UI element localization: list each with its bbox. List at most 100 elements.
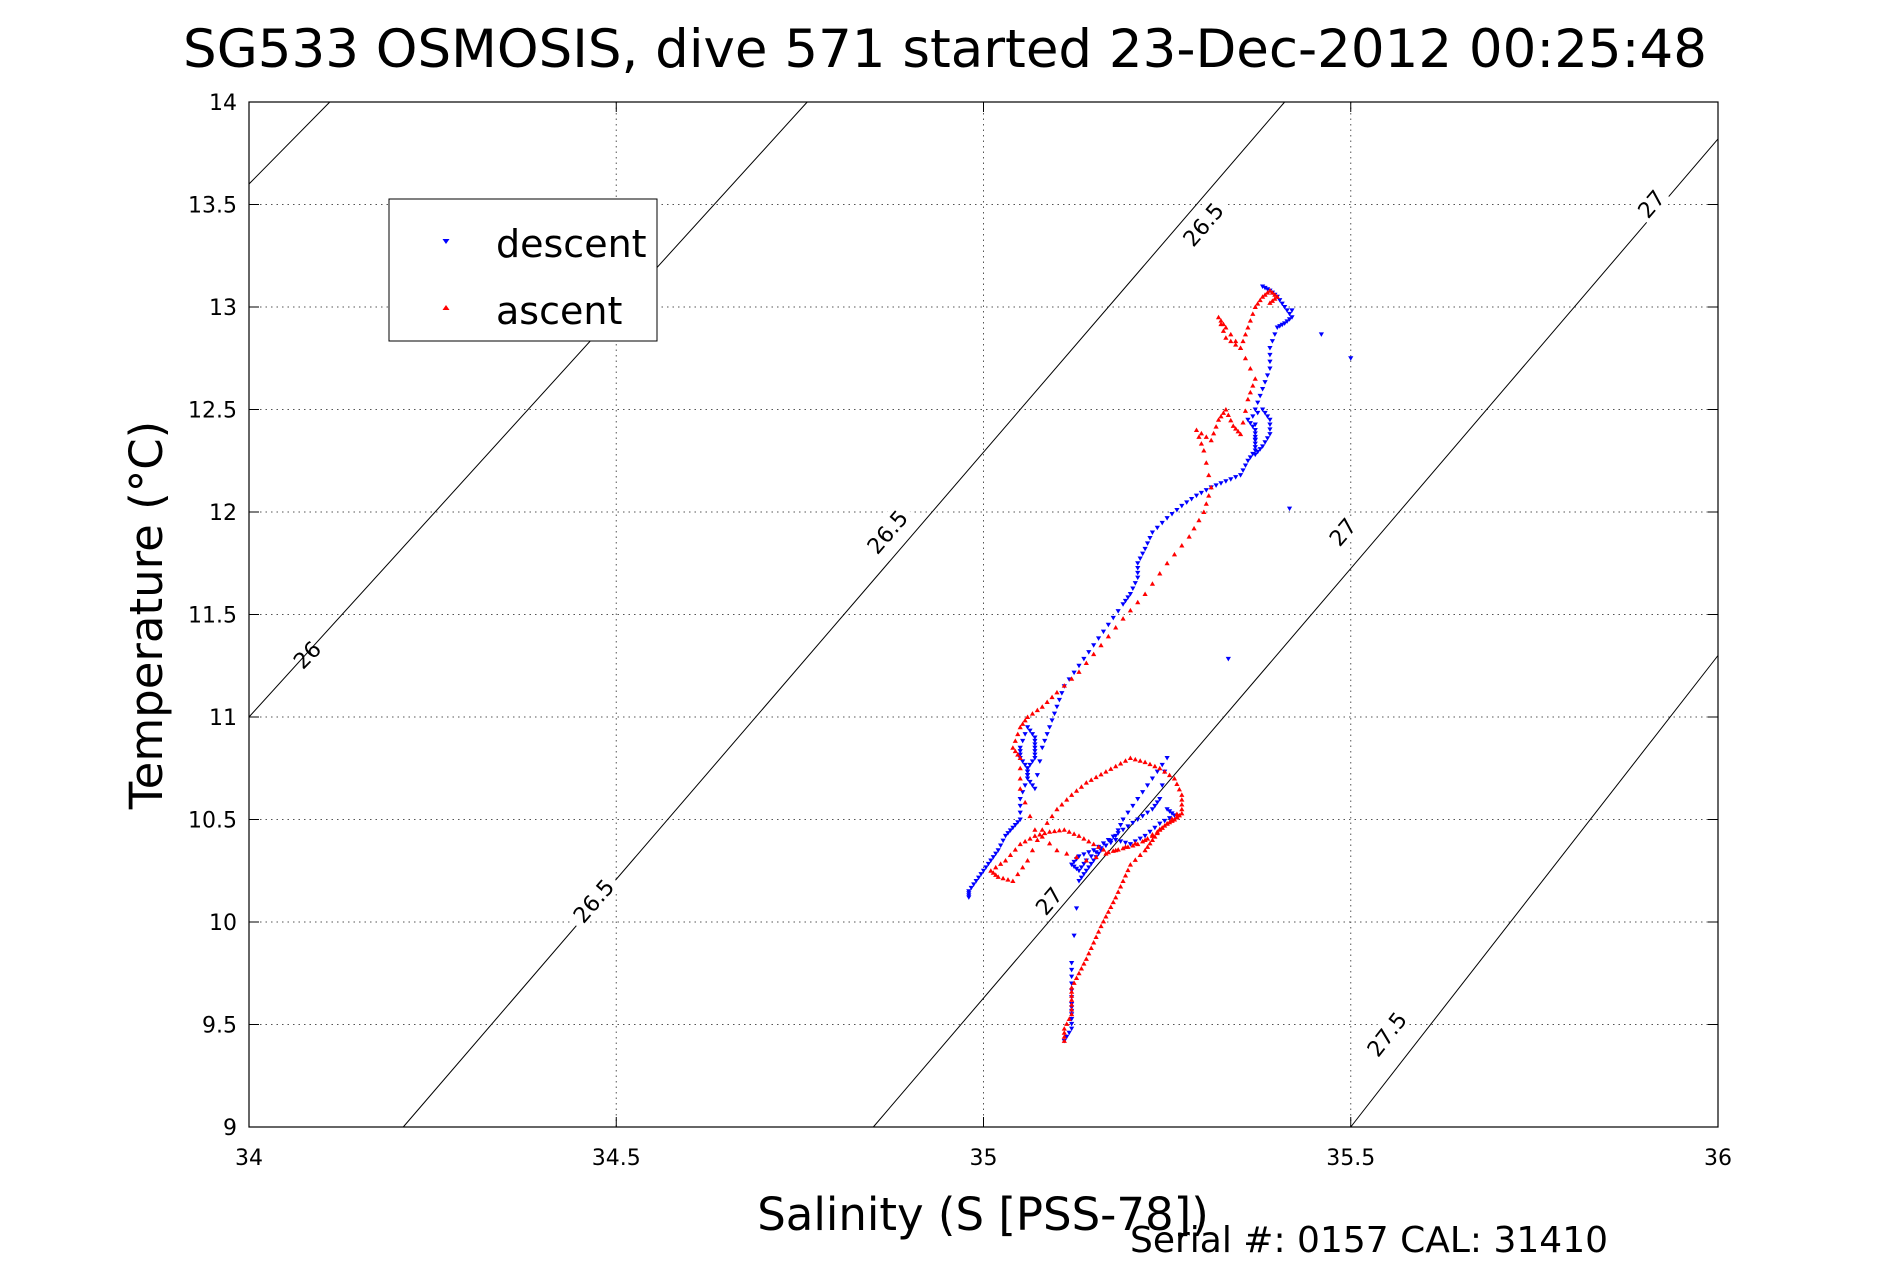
- descent-point: [1010, 825, 1016, 831]
- ascent-point: [1066, 1016, 1072, 1022]
- ascent-point: [1083, 956, 1089, 961]
- ascent-point: [1240, 419, 1246, 425]
- descent-point: [1027, 779, 1033, 785]
- ascent-point: [1012, 738, 1018, 743]
- descent-point: [1152, 825, 1158, 831]
- ascent-point: [1233, 342, 1239, 347]
- ascent-point: [1049, 813, 1055, 819]
- ascent-point: [1039, 704, 1045, 709]
- descent-point: [1157, 821, 1163, 827]
- contour-label-bg: [1173, 193, 1231, 255]
- ascent-point: [1088, 777, 1094, 782]
- ascent-point: [1061, 827, 1067, 832]
- ascent-point: [1095, 844, 1102, 849]
- ascent-point: [1169, 816, 1175, 821]
- descent-point: [1169, 512, 1175, 517]
- ascent-point: [1228, 338, 1234, 344]
- descent-point: [1093, 850, 1099, 855]
- y-tick-label: 10: [209, 911, 237, 936]
- descent-point: [993, 851, 999, 857]
- descent-point: [1255, 400, 1261, 406]
- ascent-point: [1215, 417, 1222, 422]
- descent-point: [1142, 546, 1148, 552]
- ascent-point: [1176, 786, 1182, 792]
- descent-point: [1125, 810, 1131, 816]
- ascent-point: [1034, 837, 1040, 842]
- descent-point: [1071, 859, 1077, 865]
- ascent-point: [1073, 788, 1080, 793]
- descent-point: [1032, 749, 1038, 754]
- ascent-point: [1017, 786, 1023, 791]
- data-points: [966, 284, 1354, 1044]
- ascent-point: [995, 874, 1001, 879]
- descent-point: [1002, 833, 1009, 839]
- x-tick-label: 36: [1704, 1146, 1732, 1171]
- descent-point: [1091, 643, 1097, 648]
- ascent-point: [1137, 758, 1143, 763]
- ascent-point: [1098, 642, 1104, 648]
- descent-point: [1252, 437, 1258, 443]
- ascent-point: [1054, 689, 1060, 695]
- ascent-point: [1017, 765, 1023, 771]
- axis-ticks: 34 34.5 35 35.5 36 9 9.5 10 10.5 11 11.5 12 12.5 13 13…: [188, 91, 1732, 1171]
- descent-point: [1024, 725, 1031, 730]
- descent-point: [1140, 790, 1146, 795]
- ascent-point: [1137, 852, 1143, 858]
- descent-point: [1017, 797, 1023, 802]
- ascent-point: [1015, 752, 1021, 757]
- ascent-point: [1044, 820, 1050, 825]
- descent-point: [1164, 516, 1170, 521]
- descent-point: [1020, 759, 1026, 764]
- ascent-point: [1206, 493, 1212, 498]
- ascent-point: [1196, 517, 1202, 523]
- ascent-point: [1093, 934, 1099, 940]
- ascent-point: [1157, 765, 1163, 771]
- descent-point: [1257, 393, 1263, 399]
- ascent-point: [1174, 811, 1180, 817]
- descent-point: [1069, 1026, 1075, 1032]
- ascent-point: [1186, 534, 1192, 539]
- descent-point: [1262, 380, 1268, 385]
- descent-point: [1250, 414, 1256, 419]
- ascent-point: [1142, 847, 1148, 853]
- descent-point: [1022, 783, 1028, 788]
- ascent-point: [1113, 763, 1119, 769]
- descent-point: [1007, 828, 1014, 833]
- ascent-point: [1242, 331, 1249, 337]
- ascent-point: [1215, 314, 1222, 320]
- ascent-point: [1073, 975, 1080, 981]
- ascent-point: [1267, 288, 1273, 293]
- ascent-point: [1237, 431, 1244, 437]
- descent-point: [1289, 308, 1295, 313]
- descent-point: [1115, 609, 1121, 614]
- descent-point: [1039, 745, 1045, 751]
- ascent-point: [1223, 335, 1229, 340]
- descent-point: [998, 843, 1004, 848]
- ascent-point: [1069, 993, 1075, 998]
- legend-box: [388, 198, 658, 342]
- descent-point: [1269, 339, 1276, 344]
- descent-point: [1017, 752, 1023, 758]
- descent-point: [966, 889, 972, 894]
- descent-point: [1225, 656, 1231, 662]
- ascent-point: [1206, 472, 1212, 478]
- ascent-point: [1056, 827, 1062, 833]
- ascent-point: [1120, 878, 1126, 883]
- legend: descent ascent: [388, 198, 658, 342]
- ascent-point: [1039, 834, 1045, 839]
- descent-point: [1223, 479, 1229, 484]
- ascent-point: [1000, 875, 1006, 881]
- descent-point: [1267, 432, 1273, 437]
- descent-point: [1086, 650, 1092, 655]
- descent-point: [1017, 817, 1023, 822]
- descent-point: [1032, 742, 1038, 747]
- descent-point: [1049, 718, 1055, 723]
- ascent-point: [1149, 832, 1156, 837]
- ascent-point: [1083, 660, 1089, 666]
- descent-point: [1029, 732, 1036, 737]
- density-contour-line: [402, 101, 1286, 1128]
- ascent-point: [988, 868, 994, 873]
- ascent-point: [1017, 776, 1023, 781]
- ascent-point: [1042, 830, 1048, 836]
- descent-point: [1252, 452, 1258, 458]
